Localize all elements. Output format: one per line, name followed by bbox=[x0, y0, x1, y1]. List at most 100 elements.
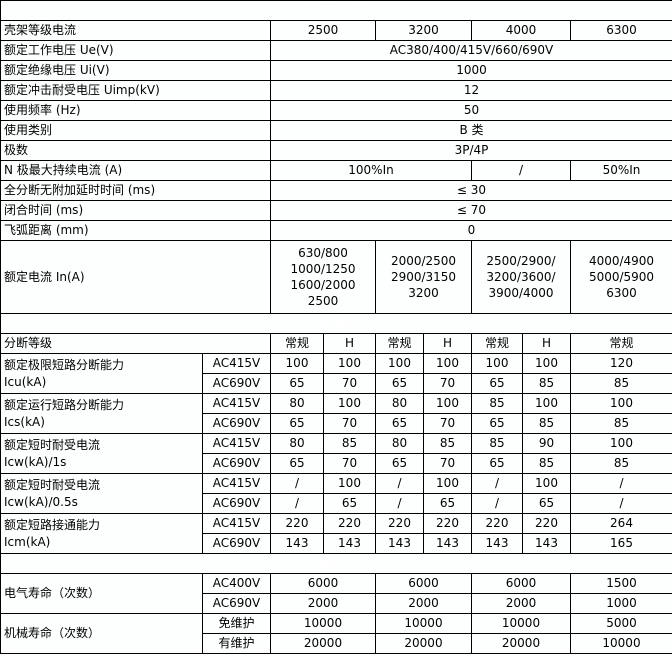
value-cell: 20000 bbox=[271, 634, 376, 654]
value-cell: 100 bbox=[571, 394, 672, 414]
value-cell: 2000/2500 2900/3150 3200 bbox=[376, 241, 472, 314]
value-cell: 143 bbox=[472, 534, 523, 554]
value-cell: 65 bbox=[424, 494, 472, 514]
value-cell: 3P/4P bbox=[271, 141, 672, 161]
value-cell: H bbox=[424, 334, 472, 354]
value-cell: 143 bbox=[324, 534, 376, 554]
value-cell: / bbox=[571, 494, 672, 514]
value-cell: B 类 bbox=[271, 121, 672, 141]
value-cell: 常规 bbox=[571, 334, 672, 354]
row-sublabel: AC415V bbox=[203, 394, 271, 414]
row-sublabel: AC415V bbox=[203, 354, 271, 374]
value-cell: 90 bbox=[523, 434, 571, 454]
value-cell: 85 bbox=[571, 414, 672, 434]
row-label: N 极最大持续电流 (A) bbox=[1, 161, 271, 181]
section-header-row: 分断能力 bbox=[1, 314, 672, 334]
row-label: 闭合时间 (ms) bbox=[1, 201, 271, 221]
value-cell: 65 bbox=[472, 454, 523, 474]
value-cell: 6000 bbox=[472, 574, 571, 594]
value-cell: 80 bbox=[376, 434, 424, 454]
table-row: 额定工作电压 Ue(V)AC380/400/415V/660/690V bbox=[1, 41, 672, 61]
row-sublabel: AC690V bbox=[203, 374, 271, 394]
value-cell: 3200 bbox=[376, 21, 472, 41]
row-label: 使用类别 bbox=[1, 121, 271, 141]
value-cell: 70 bbox=[324, 414, 376, 434]
value-cell: 65 bbox=[472, 414, 523, 434]
value-cell: 4000/4900 5000/5900 6300 bbox=[571, 241, 672, 314]
value-cell: 65 bbox=[523, 494, 571, 514]
value-cell: 100%In bbox=[271, 161, 472, 181]
row-label: 电气寿命（次数） bbox=[1, 574, 203, 614]
value-cell: 100 bbox=[472, 354, 523, 374]
value-cell: 20000 bbox=[472, 634, 571, 654]
value-cell: 120 bbox=[571, 354, 672, 374]
section-title: 分断能力 bbox=[1, 314, 672, 334]
table-row: N 极最大持续电流 (A)100%In/50%In bbox=[1, 161, 672, 181]
row-label: 使用频率 (Hz) bbox=[1, 101, 271, 121]
value-cell: H bbox=[324, 334, 376, 354]
value-cell: 6000 bbox=[271, 574, 376, 594]
row-label: 额定短时耐受电流 Icw(kA)/1s bbox=[1, 434, 203, 474]
value-cell: 85 bbox=[523, 414, 571, 434]
value-cell: 100 bbox=[324, 474, 376, 494]
value-cell: / bbox=[271, 494, 324, 514]
row-label: 额定运行短路分断能力 Ics(kA) bbox=[1, 394, 203, 434]
row-label: 额定极限短路分断能力 Icu(kA) bbox=[1, 354, 203, 394]
value-cell: 4000 bbox=[472, 21, 571, 41]
value-cell: 80 bbox=[271, 394, 324, 414]
value-cell: 220 bbox=[271, 514, 324, 534]
value-cell: 85 bbox=[424, 434, 472, 454]
row-label: 分断等级 bbox=[1, 334, 271, 354]
row-sublabel: AC690V bbox=[203, 414, 271, 434]
value-cell: 65 bbox=[271, 454, 324, 474]
value-cell: 70 bbox=[424, 414, 472, 434]
value-cell: 100 bbox=[324, 394, 376, 414]
value-cell: 10000 bbox=[571, 634, 672, 654]
value-cell: 65 bbox=[376, 414, 424, 434]
row-sublabel: AC690V bbox=[203, 494, 271, 514]
value-cell: 630/800 1000/1250 1600/2000 2500 bbox=[271, 241, 376, 314]
table-row: 全分断无附加延时时间 (ms)≤ 30 bbox=[1, 181, 672, 201]
value-cell: 264 bbox=[571, 514, 672, 534]
value-cell: / bbox=[472, 161, 571, 181]
value-cell: 165 bbox=[571, 534, 672, 554]
row-sublabel: AC415V bbox=[203, 434, 271, 454]
value-cell: 143 bbox=[424, 534, 472, 554]
value-cell: 220 bbox=[472, 514, 523, 534]
value-cell: / bbox=[271, 474, 324, 494]
table-row: 飞弧距离 (mm)0 bbox=[1, 221, 672, 241]
value-cell: 100 bbox=[271, 354, 324, 374]
value-cell: 143 bbox=[376, 534, 424, 554]
value-cell: 65 bbox=[376, 454, 424, 474]
value-cell: 12 bbox=[271, 81, 672, 101]
value-cell: 85 bbox=[523, 374, 571, 394]
value-cell: 常规 bbox=[271, 334, 324, 354]
row-label: 飞弧距离 (mm) bbox=[1, 221, 271, 241]
value-cell: 100 bbox=[424, 474, 472, 494]
table-row: 使用频率 (Hz)50 bbox=[1, 101, 672, 121]
row-sublabel: AC690V bbox=[203, 534, 271, 554]
value-cell: 85 bbox=[324, 434, 376, 454]
value-cell: 80 bbox=[271, 434, 324, 454]
value-cell: ≤ 30 bbox=[271, 181, 672, 201]
value-cell: 1000 bbox=[271, 61, 672, 81]
value-cell: 85 bbox=[523, 454, 571, 474]
row-label: 额定短时耐受电流 Icw(kA)/0.5s bbox=[1, 474, 203, 514]
value-cell: ≤ 70 bbox=[271, 201, 672, 221]
value-cell: AC380/400/415V/660/690V bbox=[271, 41, 672, 61]
value-cell: 1500 bbox=[571, 574, 672, 594]
value-cell: 100 bbox=[424, 354, 472, 374]
row-label: 壳架等级电流 bbox=[1, 21, 271, 41]
value-cell: 85 bbox=[472, 434, 523, 454]
row-sublabel: 有维护 bbox=[203, 634, 271, 654]
value-cell: 220 bbox=[424, 514, 472, 534]
